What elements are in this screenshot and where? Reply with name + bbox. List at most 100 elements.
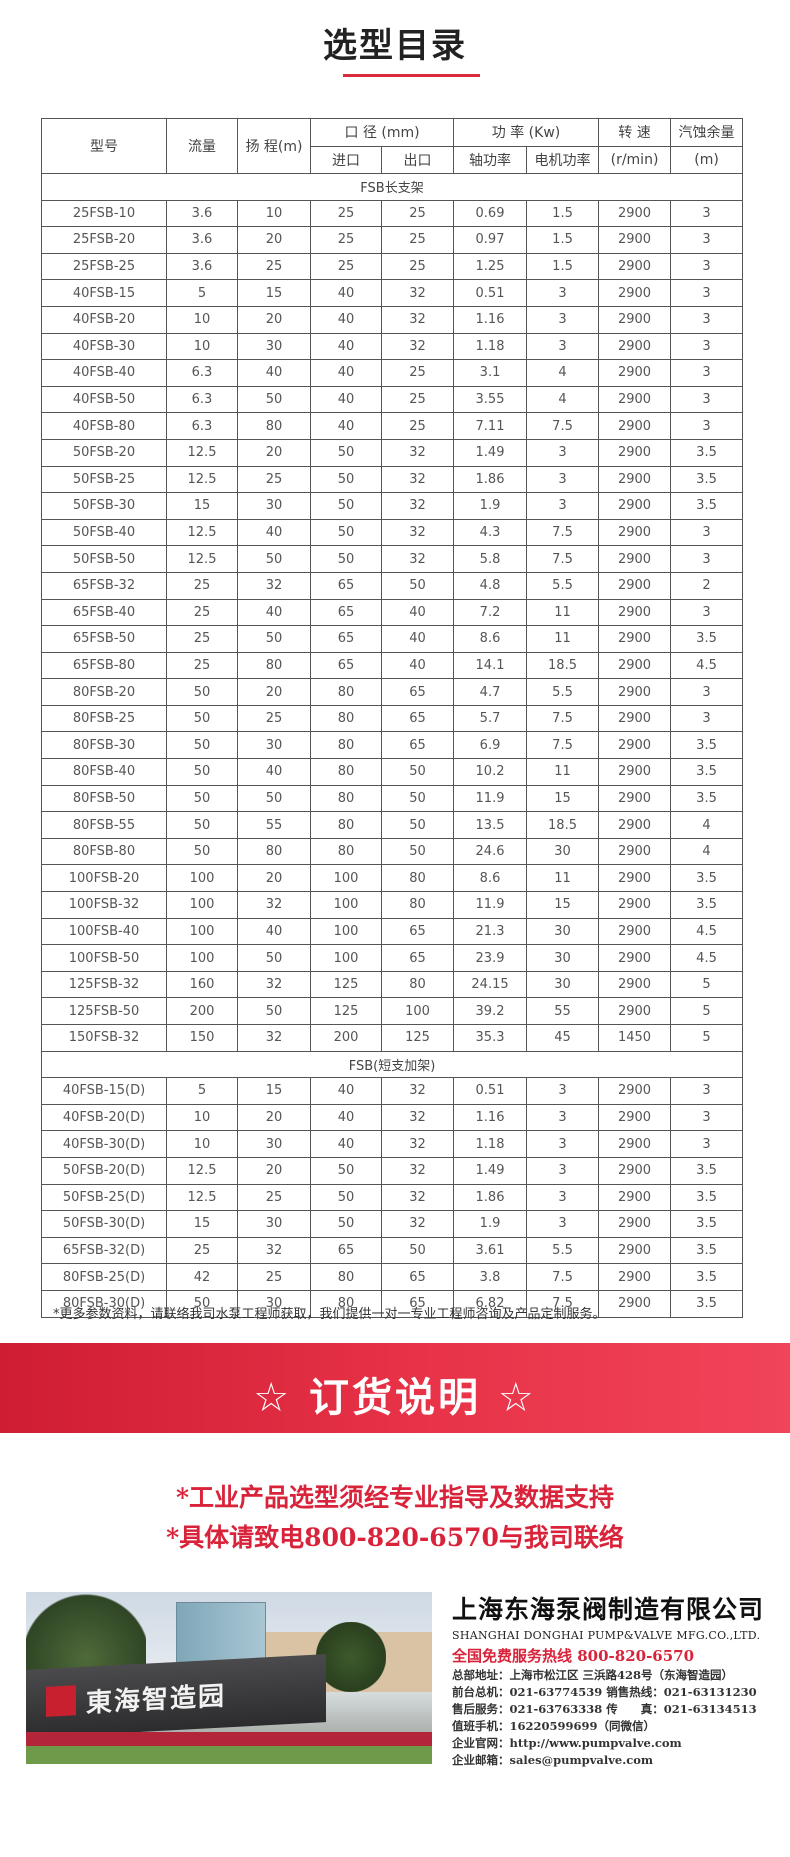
table-row: 100FSB-20 100 20 100 80 8.6 11 2900 3.5 [41, 864, 744, 893]
table-cell: 2900 [598, 598, 672, 627]
table-cell: 32 [237, 891, 311, 919]
table-row: 150FSB-32 150 32 200 125 35.3 45 1450 5 [41, 1024, 744, 1052]
header-speed-unit: (r/min) [598, 145, 672, 174]
header-shaft-power: 轴功率 [453, 145, 528, 174]
table-row: 65FSB-32(D) 25 32 65 50 3.61 5.5 2900 3.5 [41, 1236, 744, 1265]
table-cell: 7.2 [453, 598, 528, 627]
table-cell: 32 [380, 438, 455, 467]
table-cell: 32 [380, 1130, 455, 1158]
table-cell: 3 [526, 1130, 600, 1158]
company-name-en: SHANGHAI DONGHAI PUMP&VALVE MFG.CO.,LTD. [452, 1629, 761, 1642]
table-cell: 2900 [598, 837, 672, 866]
table-cell: 3 [670, 359, 744, 387]
table-cell: 10 [166, 332, 238, 361]
table-cell: 40FSB-50 [41, 385, 167, 414]
table-cell: 1.18 [453, 1130, 528, 1158]
table-cell: 5.7 [453, 704, 528, 733]
table-cell: 80FSB-20 [41, 678, 167, 706]
table-cell: 14.1 [453, 651, 528, 680]
table-cell: 3 [526, 279, 600, 307]
table-cell: 40 [310, 412, 382, 440]
table-cell: 3 [526, 1156, 600, 1185]
contact-line: 值班手机：16220599699（同微信） [452, 1719, 656, 1733]
table-cell: 3 [526, 305, 600, 334]
section-row: FSB长支架 [40, 173, 744, 201]
table-cell: 3 [526, 1210, 600, 1238]
table-cell: 80 [310, 678, 382, 706]
table-cell: 2900 [598, 359, 672, 387]
table-cell: 80FSB-80 [41, 837, 167, 866]
table-cell: 32 [380, 465, 455, 494]
table-cell: 40 [237, 917, 311, 946]
table-cell: 11 [526, 758, 600, 786]
table-cell: 40 [310, 1130, 382, 1158]
table-cell: 65 [380, 1289, 455, 1318]
company-info: 上海东海泵阀制造有限公司 SHANGHAI DONGHAI PUMP&VALVE… [452, 1590, 772, 1769]
table-cell: 55 [237, 811, 311, 839]
table-cell: 65FSB-40 [41, 598, 167, 627]
table-cell: 3.5 [670, 1210, 744, 1238]
table-cell: 125FSB-50 [41, 997, 167, 1025]
table-cell: 3 [526, 465, 600, 494]
table-cell: 1.5 [526, 252, 600, 281]
table-cell: 2900 [598, 1156, 672, 1185]
table-cell: 80 [310, 1263, 382, 1291]
table-cell: 40 [237, 598, 311, 627]
table-cell: 5.5 [526, 678, 600, 706]
spec-table: 型号 流量 扬 程(m) 口 径 (mm) 功 率 (Kw) 转 速 汽蚀余量 … [40, 118, 744, 1318]
table-cell: 30 [237, 332, 311, 361]
table-cell: 40 [237, 758, 311, 786]
table-cell: 7.5 [526, 545, 600, 573]
table-cell: 32 [380, 492, 455, 520]
table-cell: 40 [380, 625, 455, 653]
table-cell: 1.86 [453, 465, 528, 494]
table-cell: 4 [526, 359, 600, 387]
table-cell: 30 [526, 917, 600, 946]
table-cell: 0.51 [453, 1077, 528, 1105]
table-cell: 2900 [598, 492, 672, 520]
table-cell: 50 [166, 784, 238, 813]
table-cell: 2900 [598, 1130, 672, 1158]
table-cell: 3.5 [670, 1263, 744, 1291]
table-cell: 40 [310, 1103, 382, 1132]
table-row: 50FSB-40 12.5 40 50 32 4.3 7.5 2900 3 [41, 518, 744, 547]
table-row: 80FSB-30 50 30 80 65 6.9 7.5 2900 3.5 [41, 731, 744, 760]
table-cell: 5 [670, 1024, 744, 1052]
table-cell: 1.9 [453, 1210, 528, 1238]
table-cell: 2900 [598, 305, 672, 334]
header-motor-power: 电机功率 [526, 145, 600, 174]
table-cell: 25 [310, 226, 382, 254]
table-cell: 1.49 [453, 1156, 528, 1185]
header-speed: 转 速 [598, 118, 672, 147]
table-cell: 80 [380, 891, 455, 919]
order-line-2: *具体请致电800-820-6570与我司联络 [166, 1523, 624, 1552]
table-cell: 25 [380, 385, 455, 414]
table-cell: 80FSB-25 [41, 704, 167, 733]
table-row: 125FSB-50 200 50 125 100 39.2 55 2900 5 [41, 997, 744, 1025]
table-cell: 3.5 [670, 438, 744, 467]
table-cell: 25 [380, 412, 455, 440]
table-cell: 7.5 [526, 1289, 600, 1318]
table-cell: 2900 [598, 651, 672, 680]
table-cell: 50 [237, 545, 311, 573]
table-cell: 65FSB-32 [41, 571, 167, 600]
table-cell: 100FSB-50 [41, 944, 167, 972]
table-cell: 32 [380, 1183, 455, 1212]
table-cell: 20 [237, 305, 311, 334]
table-cell: 50 [166, 678, 238, 706]
table-cell: 3.55 [453, 385, 528, 414]
table-cell: 80FSB-25(D) [41, 1263, 167, 1291]
table-row: 40FSB-20(D) 10 20 40 32 1.16 3 2900 3 [41, 1103, 744, 1132]
table-cell: 50 [310, 465, 382, 494]
table-cell: 11 [526, 625, 600, 653]
table-cell: 7.5 [526, 704, 600, 733]
footnote: *更多参数资料，请联络我司水泵工程师获取，我们提供一对一专业工程师咨询及产品定制… [53, 1307, 606, 1322]
table-cell: 80 [310, 758, 382, 786]
lawn [26, 1746, 432, 1764]
table-cell: 50FSB-30 [41, 492, 167, 520]
section-title: FSB(短支加架) [40, 1050, 744, 1079]
table-cell: 80FSB-40 [41, 758, 167, 786]
table-cell: 100 [310, 891, 382, 919]
table-cell: 2900 [598, 678, 672, 706]
table-row: 65FSB-50 25 50 65 40 8.6 11 2900 3.5 [41, 625, 744, 653]
